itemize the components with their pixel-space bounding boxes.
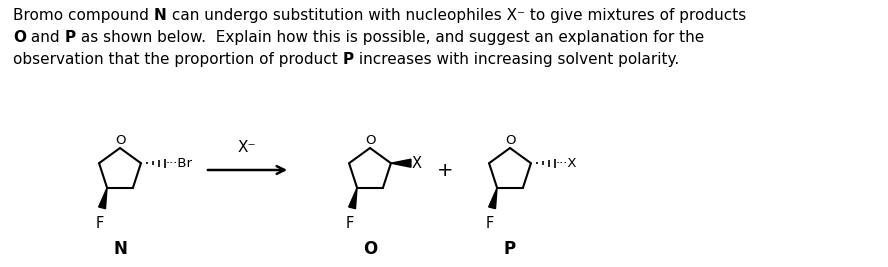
Text: N: N [154,8,167,23]
Text: O: O [504,134,515,147]
Text: P: P [343,52,353,67]
Text: Bromo compound: Bromo compound [13,8,154,23]
Text: O: O [365,134,376,147]
Text: ⁻: ⁻ [517,8,525,23]
Text: X: X [412,156,422,171]
Text: X⁻: X⁻ [238,140,257,155]
Text: P: P [503,240,516,258]
Text: +: + [437,160,453,179]
Text: ···X: ···X [556,157,577,170]
Text: O: O [363,240,377,258]
Polygon shape [391,159,411,167]
Text: can undergo substitution with nucleophiles X: can undergo substitution with nucleophil… [167,8,517,23]
Polygon shape [488,188,497,209]
Text: as shown below.  Explain how this is possible, and suggest an explanation for th: as shown below. Explain how this is poss… [75,30,704,45]
Text: N: N [113,240,127,258]
Text: F: F [346,216,354,231]
Text: and: and [26,30,65,45]
Text: to give mixtures of products: to give mixtures of products [525,8,746,23]
Polygon shape [99,188,107,209]
Text: F: F [486,216,495,231]
Text: P: P [65,30,75,45]
Text: O: O [115,134,125,147]
Text: F: F [96,216,104,231]
Text: observation that the proportion of product: observation that the proportion of produ… [13,52,343,67]
Text: increases with increasing solvent polarity.: increases with increasing solvent polari… [353,52,679,67]
Polygon shape [349,188,357,209]
Text: ···Br: ···Br [166,157,193,170]
Text: O: O [13,30,26,45]
